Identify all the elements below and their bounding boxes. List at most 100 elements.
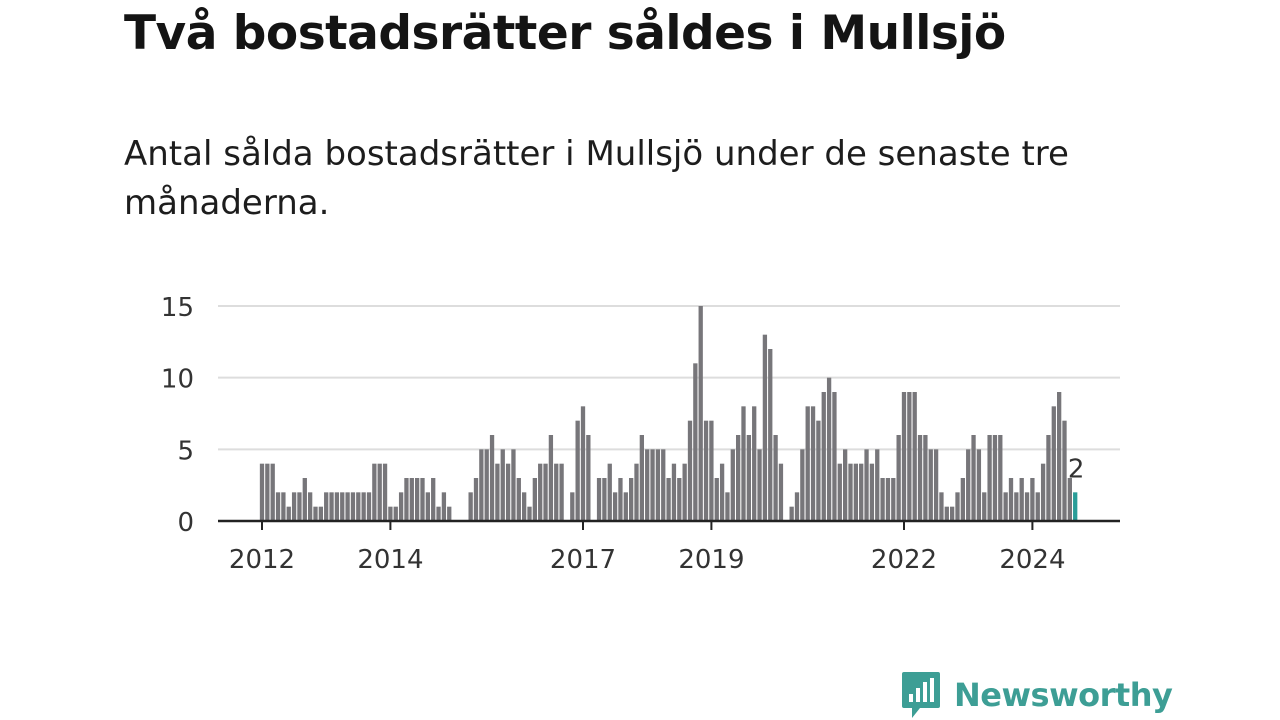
bar <box>570 492 575 521</box>
bar <box>388 506 393 521</box>
bar <box>875 449 880 521</box>
bar <box>832 392 837 521</box>
bar <box>907 392 912 521</box>
bar <box>377 463 382 521</box>
x-tick-label: 2014 <box>357 545 423 575</box>
brand-name: Newsworthy <box>954 676 1173 714</box>
bar <box>1067 478 1072 521</box>
bar <box>682 463 687 521</box>
highlighted-bar <box>1073 492 1078 521</box>
bar <box>778 463 784 521</box>
bar <box>436 506 441 521</box>
bar <box>709 420 714 521</box>
bar <box>1046 435 1051 521</box>
bar <box>880 478 885 521</box>
bar <box>425 492 430 521</box>
bar <box>1035 492 1040 521</box>
bar <box>431 478 436 521</box>
bar <box>629 478 634 521</box>
bar <box>522 492 527 521</box>
bar <box>409 478 414 521</box>
bar <box>917 435 923 521</box>
bar <box>543 463 548 521</box>
bar <box>361 492 366 521</box>
bar <box>1040 463 1046 521</box>
bar <box>511 449 516 521</box>
bar <box>1057 392 1062 521</box>
y-tick-label: 15 <box>161 293 194 323</box>
bar <box>864 449 869 521</box>
bar <box>1003 492 1008 521</box>
bar <box>329 492 334 521</box>
bar <box>837 463 842 521</box>
bar <box>741 406 746 521</box>
bar <box>650 449 655 521</box>
bar <box>639 435 644 521</box>
bar <box>398 492 404 521</box>
bar <box>768 349 773 521</box>
bar <box>1008 478 1014 521</box>
bar <box>805 406 810 521</box>
bar <box>987 435 992 521</box>
bar <box>677 478 682 521</box>
bar <box>308 492 313 521</box>
chart-gridlines <box>218 305 1120 451</box>
bar <box>495 463 500 521</box>
bar <box>645 449 650 521</box>
bar <box>950 506 955 521</box>
x-tick-label: 2019 <box>678 545 744 575</box>
bar <box>725 492 730 521</box>
bar <box>554 463 559 521</box>
bar <box>912 392 917 521</box>
bar <box>693 363 698 521</box>
bar <box>275 492 281 521</box>
bar <box>318 506 323 521</box>
bar <box>532 478 537 521</box>
bar <box>634 463 639 521</box>
bar <box>826 377 832 521</box>
bar <box>896 435 901 521</box>
bar <box>853 463 858 521</box>
bar <box>575 420 580 521</box>
bar <box>259 463 265 521</box>
bar <box>998 435 1003 521</box>
bar <box>1024 492 1030 521</box>
y-tick-label: 5 <box>177 436 194 466</box>
bar <box>885 478 891 521</box>
bar <box>302 478 307 521</box>
bar <box>313 506 318 521</box>
bar <box>265 463 270 521</box>
bar <box>1051 406 1056 521</box>
bar <box>757 449 762 521</box>
bar <box>559 463 564 521</box>
bar <box>484 449 489 521</box>
bar <box>703 420 709 521</box>
bar <box>730 449 735 521</box>
bar <box>441 492 447 521</box>
bar <box>848 463 853 521</box>
chart-bars <box>259 306 1078 521</box>
bar <box>618 478 623 521</box>
bar <box>350 492 356 521</box>
bar <box>1019 478 1024 521</box>
bar <box>356 492 361 521</box>
bar <box>596 478 602 521</box>
bar <box>270 463 275 521</box>
bar <box>800 449 805 521</box>
bar <box>714 478 719 521</box>
bar <box>479 449 484 521</box>
bar <box>602 478 607 521</box>
bar <box>516 478 521 521</box>
bar <box>489 435 495 521</box>
bar <box>923 435 928 521</box>
bar <box>666 478 671 521</box>
x-tick-label: 2017 <box>550 545 616 575</box>
chart-annotations: 2 <box>1068 454 1085 484</box>
bar <box>810 406 816 521</box>
bar <box>891 478 896 521</box>
bar <box>586 435 591 521</box>
bar <box>324 492 329 521</box>
bar <box>960 478 965 521</box>
newsworthy-logo: Newsworthy <box>900 670 1173 720</box>
